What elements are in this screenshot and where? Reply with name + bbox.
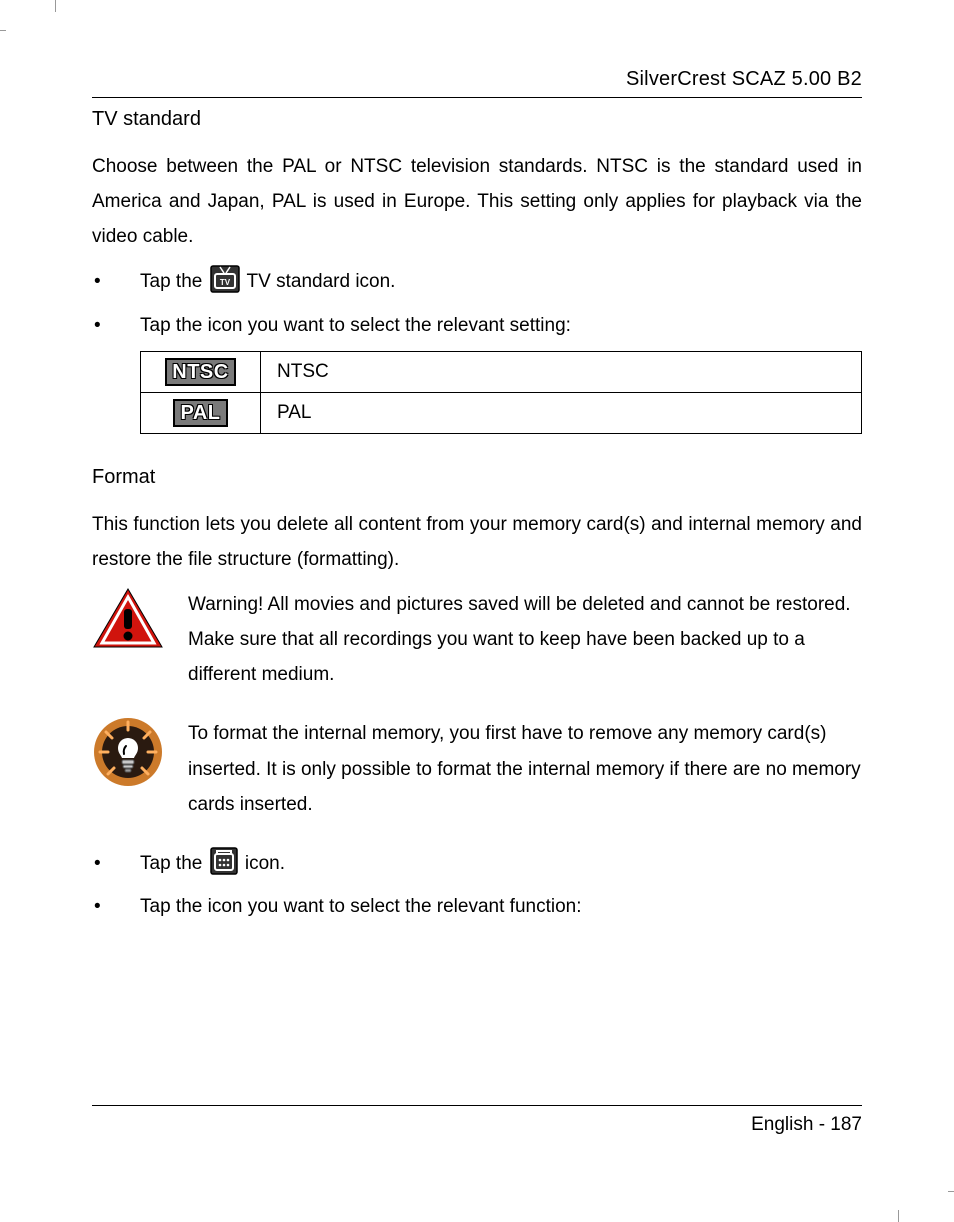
crop-mark (0, 30, 6, 31)
table-row: NTSC NTSC (141, 351, 862, 392)
section-title-format: Format (92, 466, 862, 489)
page-header: SilverCrest SCAZ 5.00 B2 (92, 68, 862, 98)
bullet-tap-tv-icon: Tap the TV TV standard icon. (92, 264, 862, 305)
option-label-cell: NTSC (261, 351, 862, 392)
text-frag: icon. (245, 853, 285, 874)
text-frag: Tap the (140, 853, 208, 874)
bullet-select-setting: Tap the icon you want to select the rele… (92, 308, 862, 343)
tip-callout: To format the internal memory, you first… (92, 716, 862, 821)
pal-badge: PAL (173, 399, 227, 427)
option-label-cell: PAL (261, 392, 862, 433)
option-badge-cell: PAL (141, 392, 261, 433)
crop-mark (55, 0, 56, 12)
format-bullet-list: Tap the icon. Tap the icon you want to s… (92, 846, 862, 924)
option-badge-cell: NTSC (141, 351, 261, 392)
format-intro-text: This function lets you delete all conten… (92, 507, 862, 577)
format-icon (210, 847, 238, 887)
text-frag: TV standard icon. (247, 271, 396, 292)
tv-standard-icon: TV (210, 265, 240, 305)
bullet-select-function: Tap the icon you want to select the rele… (92, 889, 862, 924)
crop-mark (898, 1210, 899, 1222)
section-title-tv: TV standard (92, 108, 862, 131)
svg-text:TV: TV (219, 278, 230, 287)
tip-text: To format the internal memory, you first… (188, 716, 862, 821)
ntsc-badge: NTSC (165, 358, 235, 386)
warning-callout: Warning! All movies and pictures saved w… (92, 587, 862, 692)
warning-icon (92, 587, 164, 656)
bullet-tap-format-icon: Tap the icon. (92, 846, 862, 887)
tv-bullet-list: Tap the TV TV standard icon. Tap the ico… (92, 264, 862, 342)
warning-text: Warning! All movies and pictures saved w… (188, 587, 862, 692)
tv-intro-text: Choose between the PAL or NTSC televisio… (92, 149, 862, 254)
text-frag: Tap the (140, 271, 208, 292)
crop-mark (948, 1191, 954, 1192)
table-row: PAL PAL (141, 392, 862, 433)
page-footer: English - 187 (92, 1105, 862, 1136)
tip-icon (92, 716, 164, 793)
tv-options-table: NTSC NTSC PAL PAL (140, 351, 862, 434)
